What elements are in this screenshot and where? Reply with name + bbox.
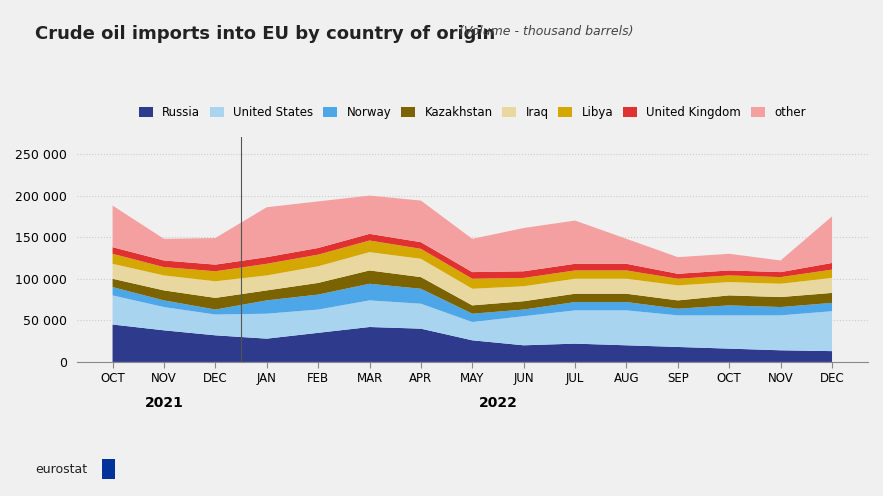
Text: (Volume - thousand barrels): (Volume - thousand barrels) (459, 25, 634, 38)
Legend: Russia, United States, Norway, Kazakhstan, Iraq, Libya, United Kingdom, other: Russia, United States, Norway, Kazakhsta… (135, 103, 810, 123)
Text: 2022: 2022 (479, 396, 517, 410)
Text: eurostat: eurostat (35, 463, 87, 476)
Text: 2021: 2021 (145, 396, 184, 410)
Text: Crude oil imports into EU by country of origin: Crude oil imports into EU by country of … (35, 25, 495, 43)
